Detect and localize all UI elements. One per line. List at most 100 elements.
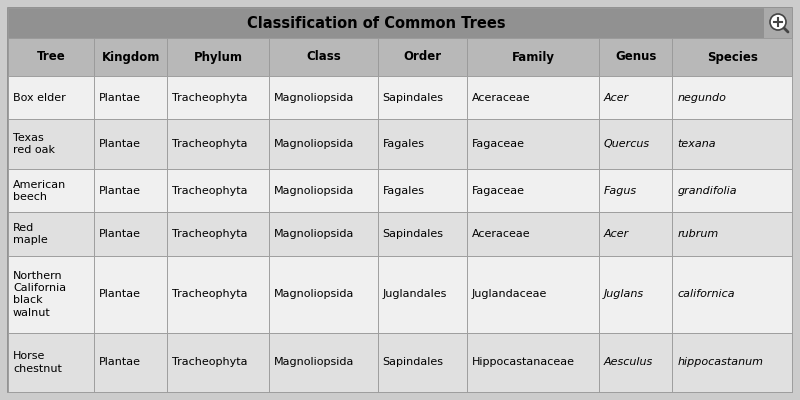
Bar [599,212,672,256]
Bar [467,38,599,76]
Bar [167,169,269,212]
Text: Magnoliopsida: Magnoliopsida [274,139,354,149]
Text: Aesculus: Aesculus [604,358,654,368]
Bar [269,333,378,392]
Text: Plantae: Plantae [99,229,142,239]
Bar [672,119,792,169]
Bar [599,119,672,169]
Bar [599,333,672,392]
Text: Fagaceae: Fagaceae [472,186,525,196]
Text: Horse
chestnut: Horse chestnut [13,351,62,374]
Text: Plantae: Plantae [99,92,142,102]
Text: Fagales: Fagales [382,186,425,196]
Text: Aceraceae: Aceraceae [472,92,530,102]
Text: Sapindales: Sapindales [382,92,444,102]
Bar [672,256,792,333]
Text: Classification of Common Trees: Classification of Common Trees [247,16,506,30]
Bar [599,76,672,119]
Bar [167,76,269,119]
Bar [467,119,599,169]
Text: Juglandaceae: Juglandaceae [472,289,547,299]
Bar [672,333,792,392]
Bar [8,212,94,256]
Bar [269,119,378,169]
Bar [167,212,269,256]
Text: American
beech: American beech [13,180,66,202]
Bar [8,169,94,212]
Bar [599,38,672,76]
Bar [378,256,467,333]
Bar [8,119,94,169]
Bar [672,38,792,76]
Text: Juglans: Juglans [604,289,644,299]
Bar [269,212,378,256]
Text: Kingdom: Kingdom [102,50,160,64]
Bar [599,169,672,212]
Bar [94,333,167,392]
Bar [467,212,599,256]
Text: Tracheophyta: Tracheophyta [173,289,248,299]
Text: Sapindales: Sapindales [382,229,444,239]
Bar [378,212,467,256]
Bar [167,333,269,392]
Text: Tracheophyta: Tracheophyta [173,139,248,149]
Text: negundo: negundo [677,92,726,102]
Bar [167,38,269,76]
Bar [94,119,167,169]
Text: Magnoliopsida: Magnoliopsida [274,358,354,368]
Bar [672,76,792,119]
Text: texana: texana [677,139,716,149]
Bar [467,333,599,392]
Bar [8,76,94,119]
Circle shape [770,14,786,30]
Bar [672,212,792,256]
Text: Aceraceae: Aceraceae [472,229,530,239]
Text: Quercus: Quercus [604,139,650,149]
Text: Acer: Acer [604,229,630,239]
Bar [8,38,94,76]
Text: Magnoliopsida: Magnoliopsida [274,92,354,102]
Bar [167,119,269,169]
Text: Plantae: Plantae [99,358,142,368]
Bar [378,119,467,169]
Bar [269,169,378,212]
Text: Magnoliopsida: Magnoliopsida [274,229,354,239]
Bar [167,256,269,333]
Bar [467,169,599,212]
Text: grandifolia: grandifolia [677,186,737,196]
Text: californica: californica [677,289,734,299]
Text: Northern
California
black
walnut: Northern California black walnut [13,271,66,318]
Bar [8,333,94,392]
Text: Texas
red oak: Texas red oak [13,133,55,156]
Bar [94,76,167,119]
Text: hippocastanum: hippocastanum [677,358,763,368]
Bar [599,256,672,333]
Text: Fagus: Fagus [604,186,637,196]
Bar [378,76,467,119]
Bar [269,38,378,76]
Bar [672,169,792,212]
Text: Genus: Genus [615,50,656,64]
Bar [8,8,792,38]
Bar [94,256,167,333]
Text: Plantae: Plantae [99,289,142,299]
Text: Fagaceae: Fagaceae [472,139,525,149]
Text: Acer: Acer [604,92,630,102]
Text: Sapindales: Sapindales [382,358,444,368]
Text: Fagales: Fagales [382,139,425,149]
Text: Family: Family [511,50,554,64]
Text: Class: Class [306,50,341,64]
Text: Magnoliopsida: Magnoliopsida [274,186,354,196]
Text: Plantae: Plantae [99,139,142,149]
Text: Tracheophyta: Tracheophyta [173,186,248,196]
Text: Tracheophyta: Tracheophyta [173,92,248,102]
Bar [467,256,599,333]
Bar [764,8,792,38]
Text: Tracheophyta: Tracheophyta [173,358,248,368]
Bar [94,38,167,76]
Text: Box elder: Box elder [13,92,66,102]
Text: Order: Order [403,50,442,64]
Bar [94,169,167,212]
Text: Plantae: Plantae [99,186,142,196]
Text: Hippocastanaceae: Hippocastanaceae [472,358,575,368]
